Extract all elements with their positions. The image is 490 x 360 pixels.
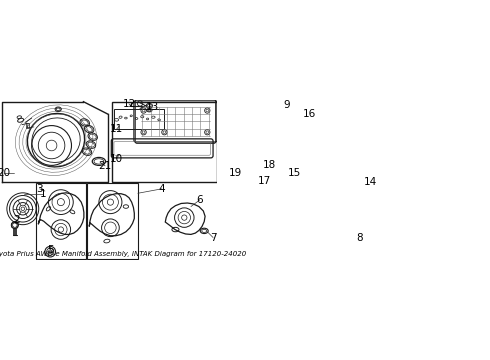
Text: 19: 19 [228, 168, 242, 178]
Text: 13: 13 [146, 103, 159, 112]
Bar [36, 183, 86, 259]
Text: 16: 16 [303, 109, 316, 119]
Bar [26, 123, 28, 128]
Text: 6: 6 [196, 195, 203, 205]
Text: 3: 3 [36, 184, 43, 194]
Text: 14: 14 [364, 177, 377, 187]
Text: 20: 20 [0, 168, 11, 178]
Text: 18: 18 [263, 159, 276, 170]
Text: 2: 2 [13, 215, 20, 225]
Text: 1: 1 [39, 189, 46, 199]
Text: 11: 11 [110, 124, 123, 134]
Text: 4: 4 [158, 184, 165, 194]
Text: 12: 12 [122, 99, 136, 109]
Text: 17: 17 [258, 176, 271, 186]
Text: 21: 21 [98, 161, 112, 171]
Text: 8: 8 [357, 233, 363, 243]
Bar [112, 102, 217, 182]
Text: 9: 9 [283, 100, 290, 110]
Text: 7: 7 [210, 233, 217, 243]
Text: 2023 Toyota Prius AWD-e Manifold Assembly, INTAK Diagram for 17120-24020: 2023 Toyota Prius AWD-e Manifold Assembl… [0, 251, 246, 257]
Text: 5: 5 [47, 245, 53, 255]
Text: 15: 15 [288, 168, 301, 178]
Text: 10: 10 [110, 154, 123, 164]
Bar [87, 183, 138, 259]
Bar [114, 109, 164, 129]
